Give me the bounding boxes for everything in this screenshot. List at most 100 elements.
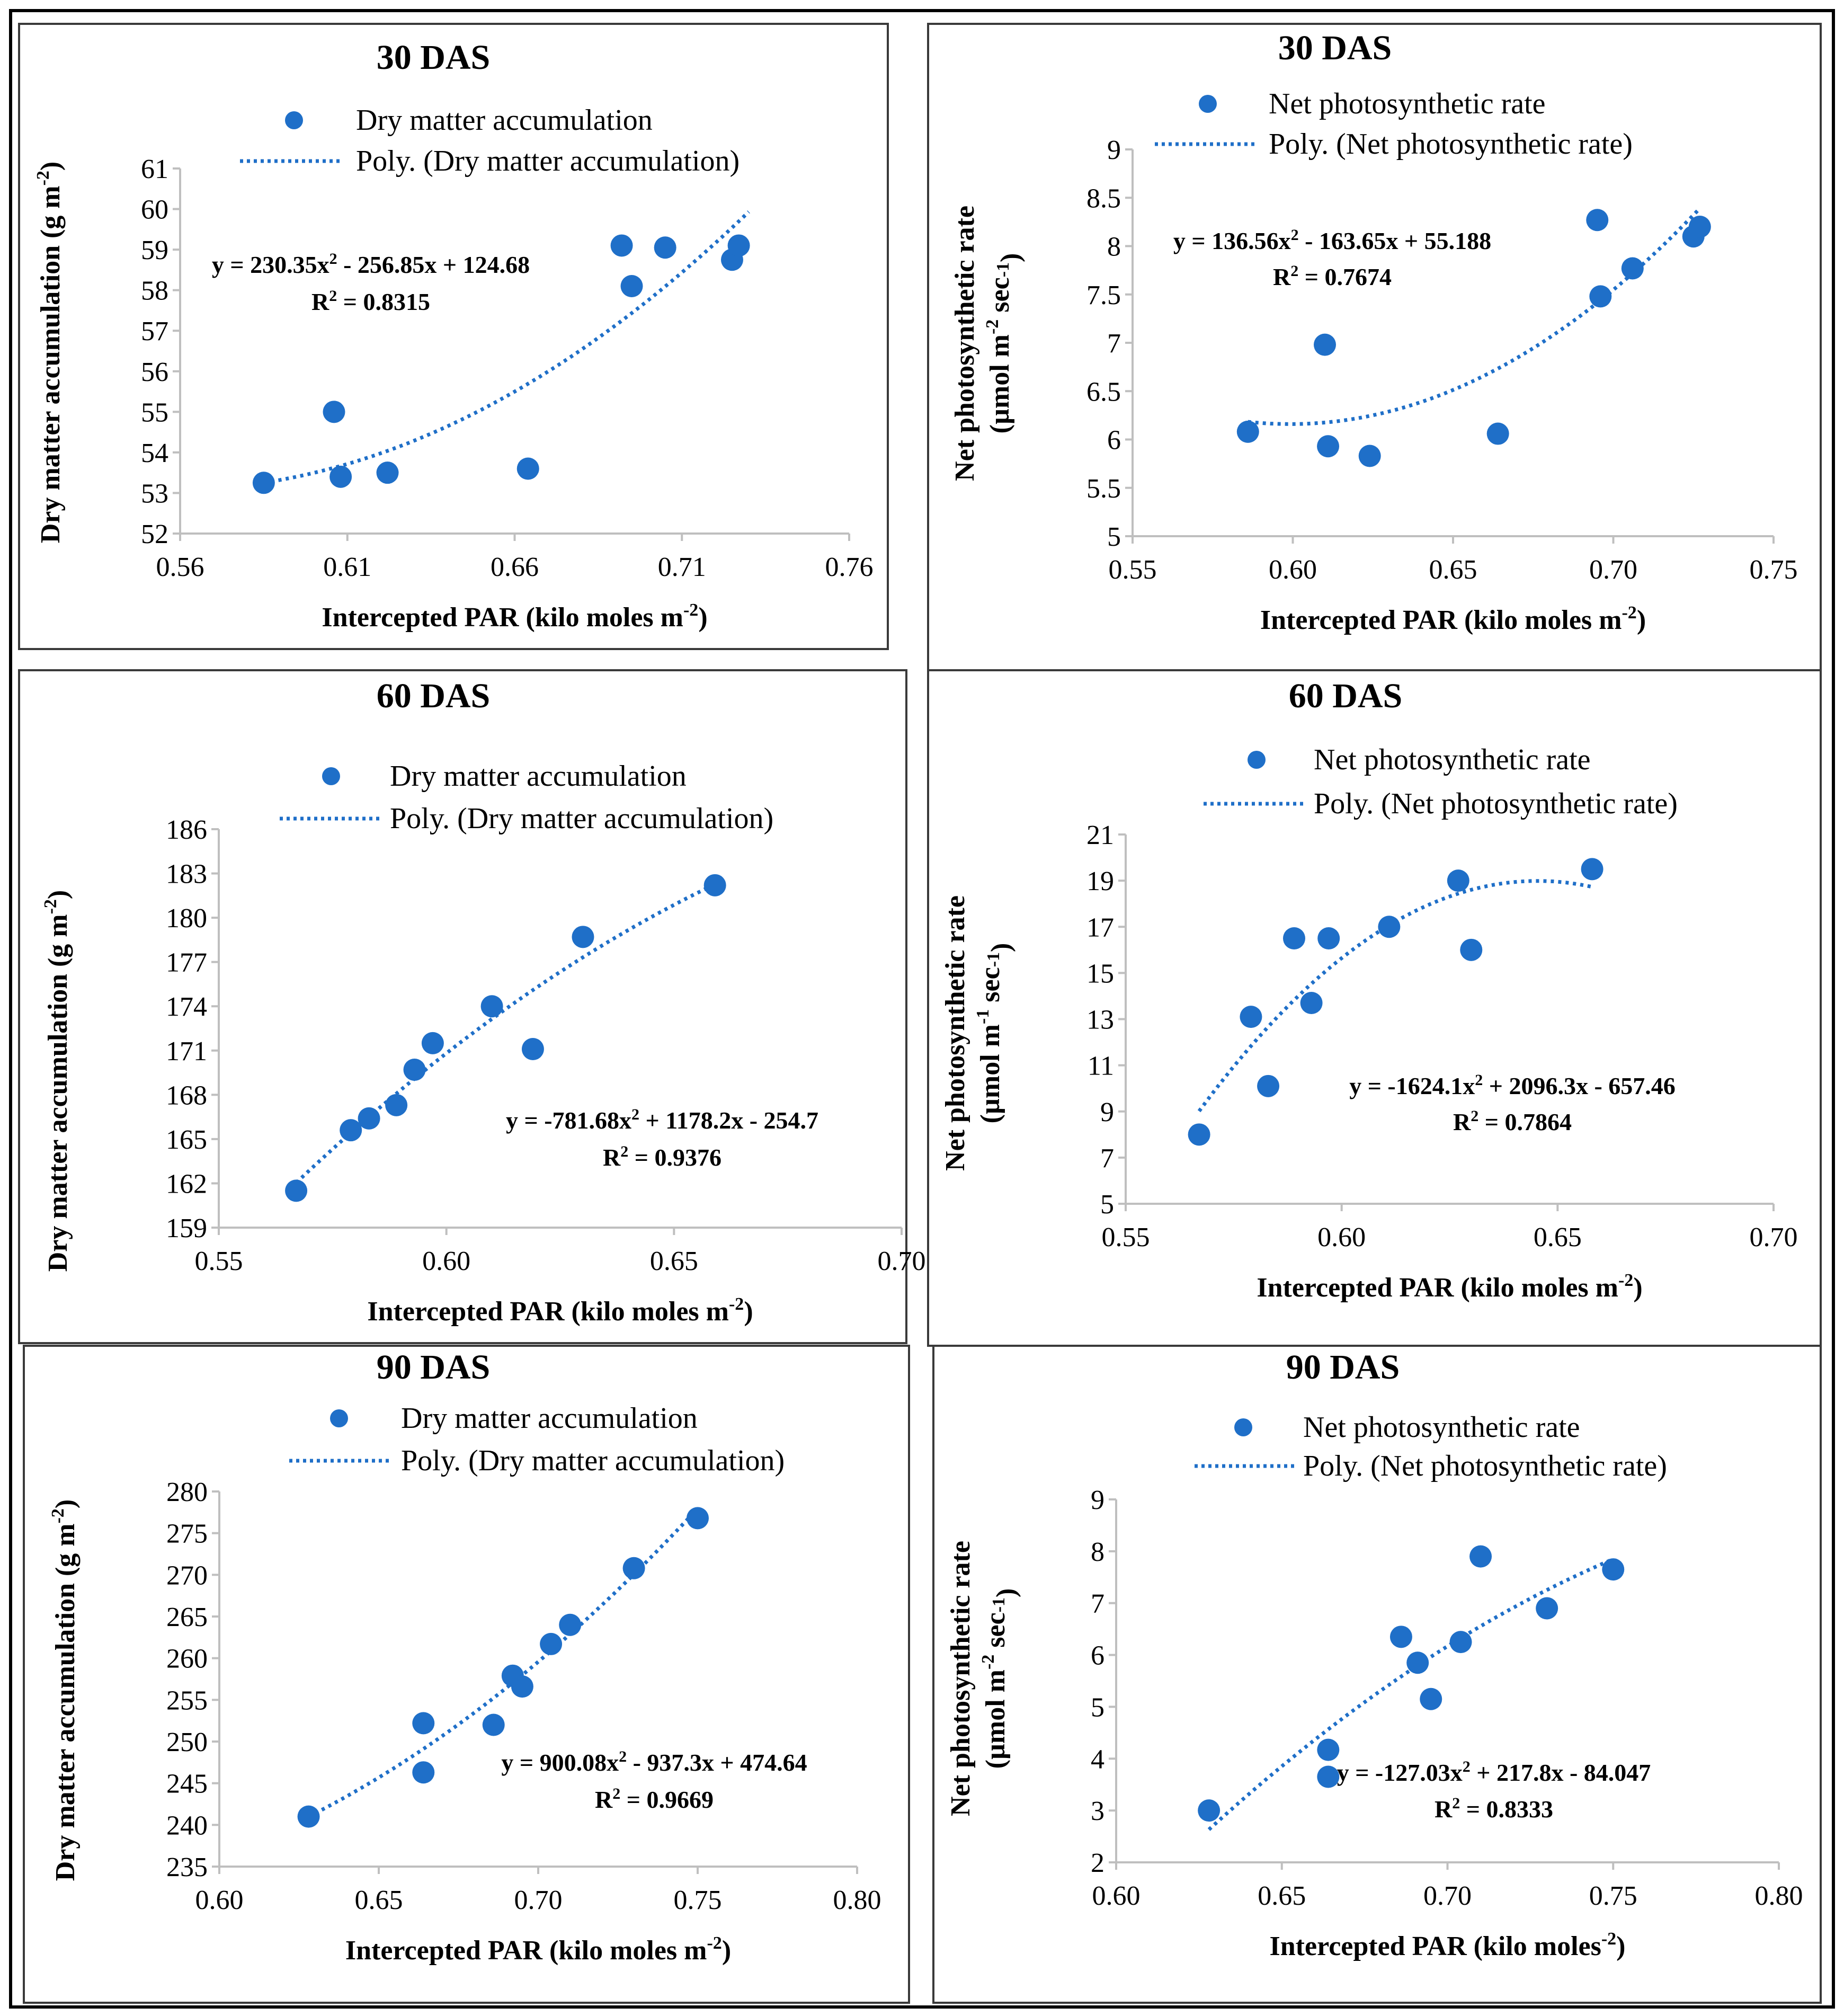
chart-title: 60 DAS bbox=[1289, 677, 1403, 715]
y-tick-label: 275 bbox=[166, 1519, 208, 1549]
legend-marker-icon bbox=[1234, 1418, 1252, 1436]
data-point bbox=[1317, 1738, 1340, 1761]
trendline bbox=[308, 1507, 699, 1818]
y-tick-label: 6 bbox=[1107, 425, 1121, 456]
data-point bbox=[559, 1613, 582, 1636]
y-axis-label: Net photosynthetic rate bbox=[950, 206, 980, 481]
chart-title: 60 DAS bbox=[377, 677, 491, 715]
x-tick-label: 0.75 bbox=[1750, 555, 1798, 585]
y-tick-label: 270 bbox=[166, 1560, 208, 1591]
x-tick-label: 0.55 bbox=[1102, 1222, 1150, 1253]
x-axis-label: Intercepted PAR (kilo moles m-2) bbox=[1257, 1271, 1642, 1303]
data-point bbox=[1317, 435, 1340, 458]
x-tick-label: 0.75 bbox=[674, 1885, 722, 1915]
x-tick-label: 0.80 bbox=[1755, 1881, 1803, 1911]
y-tick-label: 2 bbox=[1091, 1848, 1104, 1878]
panel-frame bbox=[927, 23, 1822, 671]
y-tick-label: 5.5 bbox=[1086, 474, 1121, 504]
data-point bbox=[482, 1713, 505, 1736]
y-tick-label: 5 bbox=[1091, 1692, 1104, 1722]
trendline bbox=[295, 882, 716, 1184]
data-point bbox=[1602, 1558, 1625, 1581]
x-tick-label: 0.65 bbox=[355, 1885, 403, 1915]
y-axis-label-units: (µmol m-2 sec-1) bbox=[983, 253, 1026, 434]
x-axis-label: Intercepted PAR (kilo moles m-2) bbox=[345, 1933, 731, 1966]
y-tick-label: 280 bbox=[166, 1477, 208, 1507]
legend-marker-icon bbox=[1248, 751, 1266, 769]
data-point bbox=[687, 1507, 709, 1530]
data-point bbox=[1688, 216, 1711, 238]
x-tick-label: 0.60 bbox=[1269, 555, 1317, 585]
y-tick-label: 265 bbox=[166, 1602, 208, 1632]
legend-label-trend: Poly. (Net photosynthetic rate) bbox=[1269, 128, 1633, 161]
y-tick-label: 183 bbox=[166, 859, 207, 890]
legend-label-trend: Poly. (Net photosynthetic rate) bbox=[1314, 787, 1678, 820]
data-point bbox=[329, 465, 352, 488]
data-point bbox=[1358, 445, 1381, 467]
x-tick-label: 0.61 bbox=[323, 552, 371, 582]
chart-title: 30 DAS bbox=[1278, 29, 1392, 67]
legend-label-data: Dry matter accumulation bbox=[390, 760, 687, 793]
y-tick-label: 8 bbox=[1107, 232, 1121, 262]
data-point bbox=[412, 1761, 435, 1784]
y-tick-label: 17 bbox=[1086, 912, 1114, 943]
data-point bbox=[1240, 1006, 1262, 1028]
data-point bbox=[340, 1119, 362, 1142]
trend-equation: y = 230.35x2 - 256.85x + 124.68 bbox=[212, 250, 530, 278]
y-tick-label: 162 bbox=[166, 1169, 207, 1199]
y-tick-label: 5 bbox=[1100, 1189, 1114, 1220]
legend-label-data: Dry matter accumulation bbox=[356, 104, 653, 137]
data-point bbox=[654, 236, 676, 259]
y-tick-label: 235 bbox=[166, 1852, 208, 1882]
y-tick-label: 61 bbox=[141, 154, 168, 184]
data-point bbox=[1282, 927, 1305, 950]
trend-equation: y = 900.08x2 - 937.3x + 474.64 bbox=[501, 1748, 807, 1776]
panel-frame bbox=[18, 23, 889, 650]
legend-marker-icon bbox=[330, 1409, 348, 1427]
y-tick-label: 7 bbox=[1091, 1589, 1104, 1619]
y-tick-label: 186 bbox=[166, 815, 207, 845]
chart-panel-4: 5 7 9 11 13 15 17 19 21 0.55 0.60 0.65 0.70 60 DAS Int… bbox=[927, 669, 1822, 1347]
panel-frame bbox=[18, 669, 907, 1344]
data-point bbox=[297, 1805, 320, 1828]
y-tick-label: 180 bbox=[166, 903, 207, 934]
y-axis-label: Net photosynthetic rate bbox=[946, 1541, 976, 1816]
data-point bbox=[480, 995, 503, 1018]
data-point bbox=[1469, 1545, 1492, 1568]
y-tick-label: 15 bbox=[1086, 958, 1114, 989]
x-tick-label: 0.70 bbox=[878, 1246, 926, 1276]
data-point bbox=[572, 926, 594, 948]
data-point bbox=[323, 401, 345, 423]
x-axis-label: Intercepted PAR (kilo moles m-2) bbox=[322, 600, 707, 633]
trendline bbox=[263, 210, 750, 485]
legend-label-data: Net photosynthetic rate bbox=[1303, 1411, 1580, 1444]
panel-frame bbox=[932, 1345, 1822, 2004]
y-tick-label: 159 bbox=[166, 1213, 207, 1244]
x-axis-label: Intercepted PAR (kilo moles m-2) bbox=[1260, 603, 1646, 635]
chart-title: 30 DAS bbox=[377, 38, 491, 77]
y-tick-label: 7.5 bbox=[1086, 280, 1121, 310]
legend-label-data: Dry matter accumulation bbox=[401, 1402, 698, 1435]
legend-label-data: Net photosynthetic rate bbox=[1269, 87, 1546, 120]
y-tick-label: 60 bbox=[141, 195, 168, 225]
x-tick-label: 0.65 bbox=[1429, 555, 1477, 585]
chart-panel-5: 235 240 245 250 255 260 265 270 275 280 0.60 0.65 0.… bbox=[23, 1345, 910, 2004]
y-tick-label: 6 bbox=[1091, 1641, 1104, 1671]
y-tick-label: 13 bbox=[1086, 1005, 1114, 1035]
r-squared: R2 = 0.9376 bbox=[603, 1143, 721, 1171]
x-tick-label: 0.76 bbox=[825, 552, 874, 582]
x-tick-label: 0.70 bbox=[514, 1885, 563, 1915]
chart-panel-3: 159 162 165 168 171 174 177 180 183 186 0.55 0.60 0.… bbox=[18, 669, 926, 1344]
data-point bbox=[516, 457, 539, 480]
y-tick-label: 8.5 bbox=[1086, 183, 1121, 214]
y-tick-label: 5 bbox=[1107, 522, 1121, 552]
y-tick-label: 9 bbox=[1107, 135, 1121, 165]
chart-panel-1: 52 53 54 55 56 57 58 59 60 61 0.56 0.61 0.66 0.71 0.76… bbox=[18, 23, 889, 650]
data-point bbox=[1389, 1626, 1412, 1648]
data-point bbox=[1317, 927, 1340, 950]
data-point bbox=[622, 1557, 645, 1579]
data-point bbox=[1406, 1651, 1429, 1674]
y-tick-label: 52 bbox=[141, 519, 168, 549]
y-tick-label: 245 bbox=[166, 1769, 208, 1799]
